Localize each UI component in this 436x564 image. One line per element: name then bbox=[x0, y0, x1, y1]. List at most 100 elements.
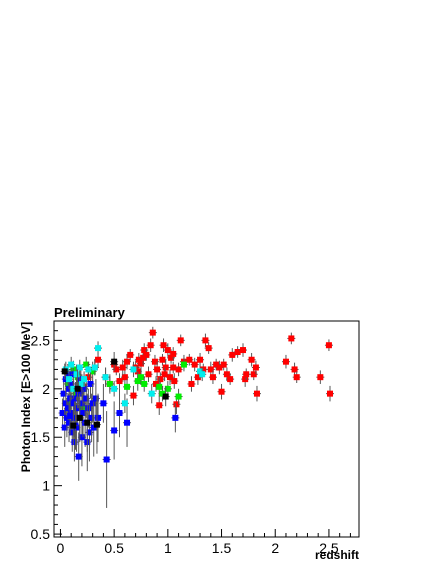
red-point bbox=[290, 362, 299, 377]
marker bbox=[111, 358, 118, 365]
green-point bbox=[140, 376, 149, 392]
blue-point bbox=[74, 432, 83, 481]
marker bbox=[90, 424, 97, 431]
marker bbox=[64, 371, 71, 378]
x-tick-label: 1.5 bbox=[212, 540, 232, 556]
marker bbox=[253, 390, 260, 397]
marker bbox=[124, 383, 131, 390]
marker bbox=[111, 385, 118, 392]
marker bbox=[81, 376, 88, 383]
marker bbox=[252, 364, 259, 371]
marker bbox=[145, 371, 152, 378]
red-point bbox=[190, 357, 199, 372]
y-tick-label: 1 bbox=[42, 478, 50, 494]
marker bbox=[248, 356, 255, 363]
marker bbox=[147, 342, 154, 349]
marker bbox=[78, 434, 85, 441]
red-point bbox=[150, 354, 159, 369]
red-point bbox=[219, 358, 228, 371]
red-point bbox=[324, 339, 333, 352]
cyan-point bbox=[129, 361, 138, 378]
x-axis-title: redshift bbox=[315, 548, 359, 562]
marker bbox=[197, 356, 204, 363]
marker bbox=[140, 354, 147, 361]
marker bbox=[171, 378, 178, 385]
red-point bbox=[201, 333, 210, 348]
marker bbox=[92, 395, 99, 402]
cyan-point bbox=[120, 393, 129, 414]
black-point bbox=[75, 393, 84, 443]
red-point bbox=[247, 352, 256, 367]
green-point bbox=[105, 374, 114, 394]
marker bbox=[207, 366, 214, 373]
red-point bbox=[123, 353, 132, 370]
marker bbox=[234, 348, 241, 355]
marker bbox=[166, 374, 173, 381]
marker bbox=[116, 410, 123, 417]
red-point bbox=[287, 332, 296, 345]
red-point bbox=[208, 370, 217, 384]
blue-point bbox=[110, 401, 119, 460]
marker bbox=[89, 368, 96, 375]
marker bbox=[70, 400, 77, 407]
marker bbox=[102, 374, 109, 381]
marker bbox=[202, 337, 209, 344]
marker bbox=[229, 351, 236, 358]
marker bbox=[159, 356, 166, 363]
red-point bbox=[156, 372, 165, 386]
marker bbox=[200, 366, 207, 373]
marker bbox=[75, 453, 82, 460]
cyan-point bbox=[94, 341, 103, 355]
marker bbox=[84, 419, 91, 426]
axis-ticks: 0 0.5 1 1.5 2 2.5 0.5 1 1.5 2 2.5 bbox=[31, 330, 351, 556]
cyan-point bbox=[75, 359, 84, 376]
marker bbox=[282, 358, 289, 365]
marker bbox=[67, 412, 74, 419]
marker bbox=[191, 361, 198, 368]
red-point bbox=[146, 338, 155, 352]
marker bbox=[209, 374, 216, 381]
green-point bbox=[133, 371, 142, 391]
marker bbox=[95, 356, 102, 363]
red-point bbox=[112, 363, 121, 376]
marker bbox=[143, 351, 150, 358]
x-tick-label: 0 bbox=[57, 540, 65, 556]
marker bbox=[95, 345, 102, 352]
marker bbox=[121, 374, 128, 381]
marker bbox=[83, 361, 90, 368]
red-point bbox=[142, 349, 151, 361]
cyan-point bbox=[84, 361, 93, 378]
marker bbox=[106, 380, 113, 387]
marker bbox=[148, 390, 155, 397]
red-point bbox=[176, 334, 185, 347]
y-tick-label: 2 bbox=[42, 381, 50, 397]
marker bbox=[325, 342, 332, 349]
marker bbox=[73, 371, 80, 378]
marker bbox=[175, 393, 182, 400]
blue-point bbox=[91, 379, 100, 418]
marker bbox=[111, 427, 118, 434]
black-point bbox=[83, 393, 92, 452]
red-point bbox=[204, 342, 213, 354]
marker bbox=[168, 354, 175, 361]
blue-point bbox=[88, 383, 97, 423]
marker bbox=[119, 364, 126, 371]
red-point bbox=[252, 385, 261, 402]
marker bbox=[216, 364, 223, 371]
marker bbox=[218, 388, 225, 395]
marker bbox=[70, 385, 77, 392]
marker bbox=[164, 347, 171, 354]
red-point bbox=[129, 385, 138, 406]
marker bbox=[85, 366, 92, 373]
marker bbox=[63, 414, 70, 421]
marker bbox=[66, 419, 73, 426]
red-point bbox=[115, 373, 124, 389]
cyan-point bbox=[65, 369, 74, 389]
marker bbox=[170, 364, 177, 371]
blue-point bbox=[86, 369, 95, 399]
marker bbox=[76, 414, 83, 421]
red-point bbox=[242, 368, 251, 381]
red-point bbox=[120, 370, 129, 384]
marker bbox=[180, 361, 187, 368]
marker bbox=[78, 400, 85, 407]
